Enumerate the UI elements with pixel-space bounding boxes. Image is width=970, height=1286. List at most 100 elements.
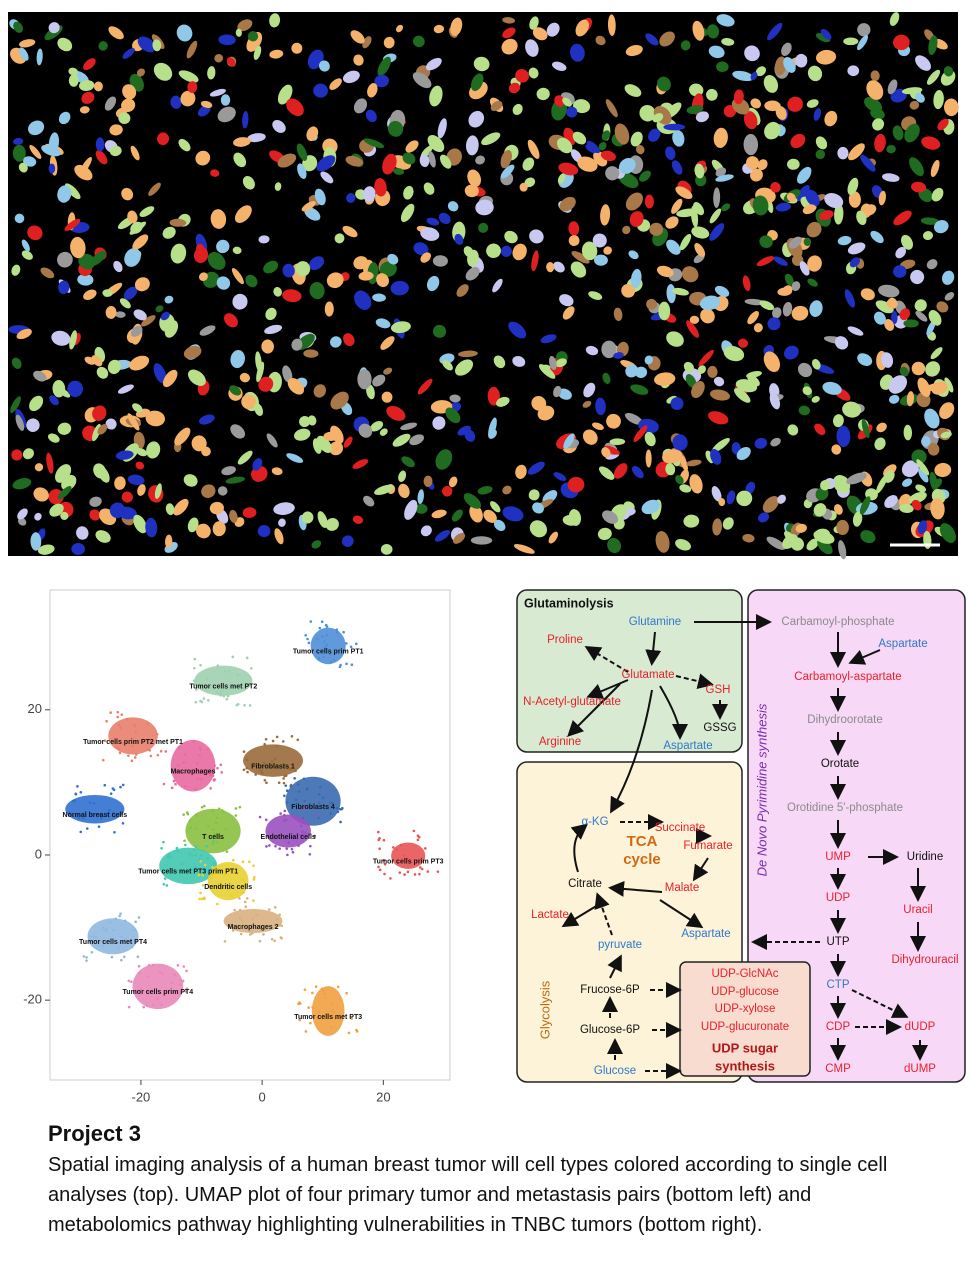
cluster-point xyxy=(120,935,123,939)
cell xyxy=(716,61,729,73)
cluster-point xyxy=(248,933,252,936)
cell xyxy=(859,496,871,515)
cell xyxy=(553,261,565,273)
cell xyxy=(383,367,393,375)
cell xyxy=(258,235,270,244)
cell xyxy=(303,349,319,358)
cell xyxy=(57,185,72,203)
cell xyxy=(463,493,482,509)
cluster-point xyxy=(290,734,294,738)
cell xyxy=(387,120,404,137)
cell xyxy=(261,339,274,354)
cell xyxy=(277,153,297,168)
cell xyxy=(377,56,391,76)
cluster-point xyxy=(240,919,244,922)
cell xyxy=(46,452,54,474)
cell xyxy=(915,310,928,322)
cell xyxy=(148,182,161,196)
cell xyxy=(676,208,698,218)
cell xyxy=(844,289,856,308)
cell xyxy=(22,448,34,460)
cluster-point xyxy=(423,847,427,850)
cell xyxy=(152,39,162,52)
cell xyxy=(710,389,730,401)
cell xyxy=(429,85,443,107)
cell xyxy=(383,36,395,49)
cluster-point xyxy=(146,975,150,978)
cluster-point xyxy=(162,882,166,886)
cell xyxy=(732,70,754,82)
cell xyxy=(726,490,736,505)
cell xyxy=(426,275,440,292)
cluster-point xyxy=(311,1006,314,1009)
cell xyxy=(723,346,745,362)
cluster-point xyxy=(283,809,287,813)
cluster-point xyxy=(336,630,340,634)
cell xyxy=(434,530,451,542)
cell xyxy=(316,435,332,453)
cell xyxy=(508,321,527,339)
cell xyxy=(201,484,216,498)
cell xyxy=(528,67,539,79)
cluster-point xyxy=(216,902,219,906)
cell xyxy=(380,543,393,555)
cluster-point xyxy=(318,801,321,805)
cell xyxy=(214,54,224,63)
cluster-point xyxy=(194,787,198,791)
cell xyxy=(529,16,539,30)
cluster-point xyxy=(242,891,245,895)
cluster-point xyxy=(226,694,230,698)
cell xyxy=(21,250,33,260)
cell xyxy=(568,235,580,247)
cell xyxy=(346,193,356,203)
metabolite: Orotidine 5'-phosphate xyxy=(787,802,903,814)
cell xyxy=(109,124,123,136)
cluster-label: Fibroblasts 1 xyxy=(251,763,295,770)
cluster-point xyxy=(336,985,340,989)
cell xyxy=(40,267,55,279)
cell xyxy=(759,300,775,311)
cluster-point xyxy=(209,877,213,880)
cell xyxy=(241,394,257,410)
cluster-point xyxy=(151,963,155,967)
cell xyxy=(449,394,461,403)
cell xyxy=(282,263,295,278)
cell xyxy=(758,512,770,523)
udp-sugar-box xyxy=(679,961,811,1077)
cell xyxy=(671,160,683,175)
cell xyxy=(178,138,191,152)
cell xyxy=(715,174,734,182)
cell xyxy=(265,307,277,321)
cell xyxy=(426,217,440,226)
cell xyxy=(672,434,688,451)
cluster-point xyxy=(309,1021,312,1025)
cluster-point xyxy=(184,843,187,847)
cell xyxy=(273,286,282,297)
cluster-point xyxy=(299,806,303,810)
cell xyxy=(325,517,339,531)
cluster-point xyxy=(165,884,169,887)
caption: Project 3 Spatial imaging analysis of a … xyxy=(48,1118,938,1240)
cell xyxy=(402,152,416,165)
cell xyxy=(546,22,560,37)
cell xyxy=(824,193,844,209)
cell xyxy=(904,123,920,143)
cell xyxy=(282,365,293,383)
cell xyxy=(639,170,651,182)
cell xyxy=(353,98,368,114)
cell xyxy=(646,298,658,310)
tissue-image xyxy=(8,12,959,560)
cluster-point xyxy=(231,858,235,862)
cluster-point xyxy=(336,810,340,814)
cluster-point xyxy=(215,841,218,844)
cell xyxy=(883,470,895,483)
cluster-point xyxy=(283,774,287,778)
cell xyxy=(235,28,242,37)
cell xyxy=(679,454,688,472)
cell xyxy=(629,211,644,227)
cluster-label: Tumor cells prim PT1 xyxy=(293,649,364,656)
cluster-point xyxy=(242,768,246,772)
cell xyxy=(78,80,95,91)
cell xyxy=(889,12,900,26)
cluster-point xyxy=(127,979,131,983)
